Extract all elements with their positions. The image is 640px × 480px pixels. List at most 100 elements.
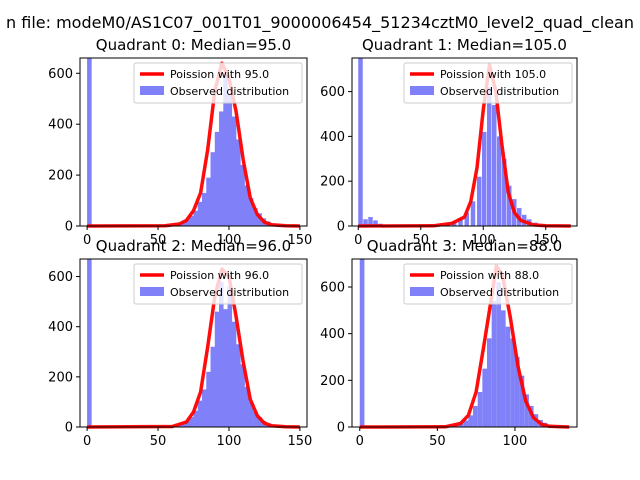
histogram-bar	[184, 420, 190, 427]
legend-fit-label: Poission with 95.0	[170, 68, 269, 81]
y-tick-label: 200	[48, 370, 73, 385]
histogram-bar	[470, 201, 476, 226]
y-tick-label: 600	[320, 85, 345, 100]
y-tick-label: 200	[320, 175, 345, 190]
histogram-bar	[219, 281, 224, 427]
histogram-bar	[227, 286, 233, 427]
histogram-bar	[507, 185, 512, 226]
histogram-bar	[257, 213, 262, 226]
legend-box	[133, 263, 303, 305]
y-tick-label: 600	[48, 270, 73, 285]
subplot-quadrant-2: 0 50 100 150 0 200 400 600 Quadrant 2: Median=96…	[48, 237, 312, 449]
histogram-bar	[459, 423, 464, 427]
legend-observed-label: Observed distribution	[170, 85, 289, 98]
histogram-bar	[87, 58, 92, 226]
histogram-bar	[206, 177, 211, 226]
y-tick-label: 0	[337, 421, 345, 436]
histogram-bar	[240, 164, 245, 226]
histogram-bar	[180, 423, 186, 427]
histogram-bar	[477, 392, 483, 427]
y-tick-label: 400	[48, 118, 73, 133]
y-tick-label: 400	[48, 320, 73, 335]
histogram-bar	[253, 411, 258, 427]
x-tick-label: 0	[83, 233, 91, 248]
x-tick-label: 50	[150, 233, 167, 248]
histogram-bar	[193, 410, 199, 427]
legend-fit-label: Poission with 96.0	[170, 269, 269, 282]
subplot-title: Quadrant 1: Median=105.0	[362, 36, 567, 54]
figure-suptitle: n file: modeM0/AS1C07_001T01_9000006454_…	[6, 13, 634, 33]
x-tick-label: 50	[412, 233, 429, 248]
histogram-bar	[358, 58, 363, 226]
histogram-bar	[236, 344, 241, 427]
histogram-bar	[482, 368, 487, 427]
histogram-bar	[248, 198, 254, 226]
histogram-bar	[359, 259, 365, 427]
legend-fit-label: Poission with 105.0	[440, 68, 546, 81]
x-tick-label: 100	[217, 434, 242, 449]
x-tick-label: 50	[429, 434, 446, 449]
histogram-bar	[464, 212, 469, 226]
histogram-bar	[248, 401, 254, 427]
axes-frame	[351, 258, 578, 428]
legend-observed-swatch	[140, 287, 164, 296]
legend-observed-label: Observed distribution	[440, 286, 559, 299]
histogram-bar	[223, 309, 228, 427]
y-tick-label: 400	[320, 327, 345, 342]
histogram-bar	[482, 131, 487, 226]
histogram-bar	[253, 208, 258, 226]
y-tick-label: 200	[48, 169, 73, 184]
histogram-bar	[492, 105, 497, 226]
x-tick-label: 100	[217, 233, 242, 248]
histogram-bar	[514, 357, 520, 427]
x-tick-label: 150	[533, 233, 558, 248]
histogram-bar	[231, 321, 237, 427]
histogram-bar	[468, 415, 474, 427]
histogram-bar	[180, 222, 186, 226]
legend-observed-swatch	[140, 86, 164, 95]
histogram-bar	[193, 210, 199, 226]
histogram-bar	[189, 416, 194, 427]
histogram-bar	[368, 217, 373, 226]
subplot-quadrant-1: 0 50 100 150 0 200 400 600 Quadrant 1: Median=10…	[320, 36, 578, 248]
y-tick-label: 0	[65, 421, 73, 436]
histogram-bar	[227, 93, 233, 227]
histogram-bar	[197, 201, 203, 226]
histogram-bar	[184, 219, 190, 226]
legend-observed-swatch	[410, 287, 434, 296]
histogram-bar	[214, 131, 220, 226]
legend-observed-label: Observed distribution	[170, 286, 289, 299]
y-tick-label: 0	[337, 220, 345, 235]
subplot-title: Quadrant 3: Median=88.0	[367, 237, 562, 255]
histogram-bar	[202, 389, 207, 427]
histogram-bar	[87, 259, 92, 427]
y-tick-label: 0	[65, 220, 73, 235]
histogram-bar	[463, 420, 469, 427]
histogram-bar	[458, 218, 463, 226]
axes-frame	[79, 258, 308, 428]
legend-box	[403, 263, 573, 305]
legend-observed-label: Observed distribution	[440, 85, 559, 98]
histogram-bar	[240, 364, 245, 427]
histogram-bar	[502, 158, 507, 226]
histogram-bar	[363, 219, 368, 226]
legend-fit-label: Poission with 88.0	[440, 269, 539, 282]
histogram-bar	[510, 338, 515, 427]
histogram-bar	[491, 301, 497, 427]
y-tick-label: 200	[320, 374, 345, 389]
x-tick-label: 100	[503, 434, 528, 449]
subplot-title: Quadrant 0: Median=95.0	[96, 36, 291, 54]
histogram-bar	[500, 310, 506, 427]
histogram-bar	[519, 375, 525, 427]
subplot-quadrant-0: 0 50 100 150 0 200 400 600 Quadrant 0: Median=95…	[48, 36, 312, 248]
histogram-bar	[214, 311, 220, 427]
axes-frame	[79, 57, 308, 227]
histogram-bar	[206, 371, 211, 427]
x-tick-label: 100	[471, 233, 496, 248]
histogram-bar	[496, 282, 501, 427]
histogram-bar	[244, 185, 250, 226]
y-tick-label: 600	[320, 281, 345, 296]
x-tick-label: 150	[287, 434, 312, 449]
x-tick-label: 0	[356, 434, 364, 449]
